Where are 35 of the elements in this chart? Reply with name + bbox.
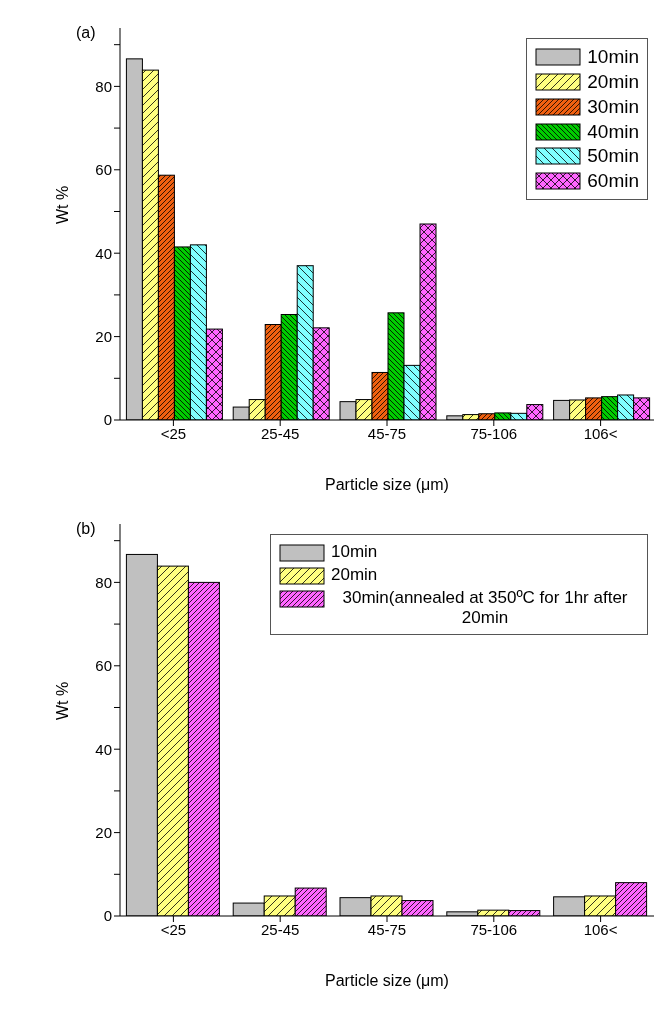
text: (a) [76, 24, 96, 42]
legend-label: 30min(annealed at 350ºC for 1hr after 20min [341, 588, 629, 628]
x-tick-label: <25 [160, 920, 187, 938]
y-axis-title: Wt % [53, 185, 71, 224]
y-tick-label: 20 [95, 823, 112, 841]
legend-label: 60min [587, 170, 639, 193]
legend-label: 50min [587, 145, 639, 168]
x-tick-label: 75-106 [470, 424, 518, 442]
x-tick-label: 45-75 [367, 920, 407, 938]
x-tick-label: <25 [160, 424, 187, 442]
x-tick-label: 25-45 [261, 424, 300, 442]
y-tick-label: 80 [95, 77, 112, 95]
x-tick-label: 25-45 [261, 920, 300, 938]
legend-label: 40min [587, 120, 639, 143]
y-tick-label: 20 [95, 327, 112, 345]
y-tick-label: 40 [95, 740, 112, 758]
y-tick-label: 60 [95, 657, 112, 675]
x-tick-label: 75-106 [470, 920, 518, 938]
y-tick-label: 80 [95, 573, 112, 591]
text: (b) [76, 520, 96, 538]
y-tick-label: 40 [95, 244, 112, 262]
x-tick-label: 106< [583, 424, 618, 442]
legend-label: 30min [587, 95, 639, 118]
x-tick-label: 45-75 [367, 424, 407, 442]
y-tick-label: 0 [103, 907, 112, 925]
legend-label: 20min [587, 70, 639, 93]
legend-label: 10min [587, 46, 639, 68]
y-tick-label: 0 [103, 411, 112, 429]
x-axis-title: Particle size (μm) [325, 476, 449, 493]
y-axis-title: Wt % [53, 681, 71, 720]
x-tick-label: 106< [583, 920, 618, 938]
x-axis-title: Particle size (μm) [325, 972, 449, 989]
y-tick-label: 60 [95, 161, 112, 179]
legend-label: 20min [331, 565, 378, 585]
legend-label: 10min [331, 542, 378, 562]
